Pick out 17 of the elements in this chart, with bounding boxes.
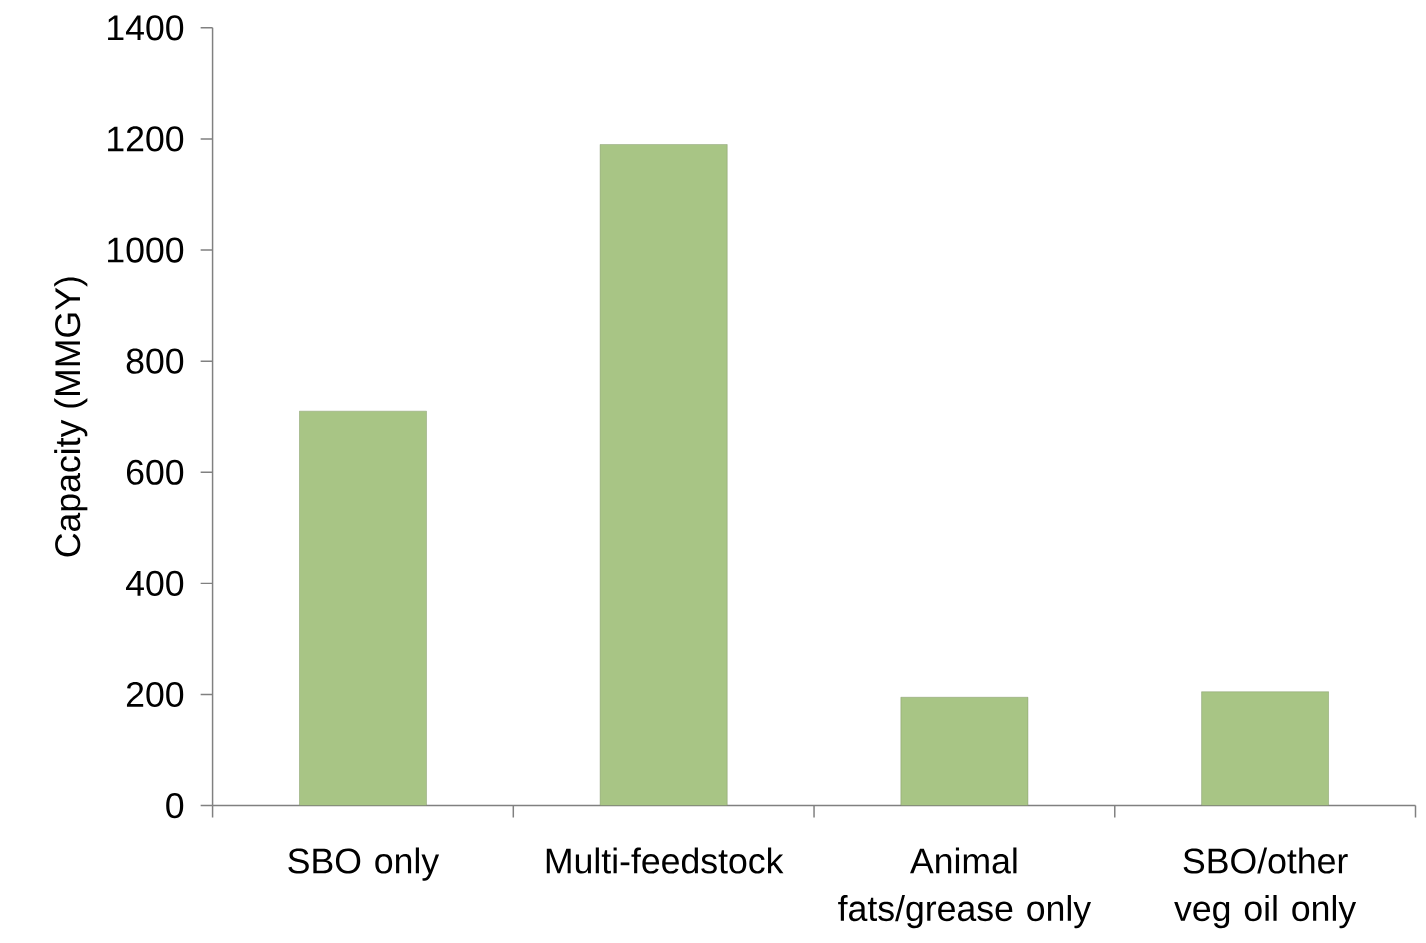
y-tick-label: 600	[126, 459, 184, 486]
y-tick-label: 800	[126, 348, 184, 374]
bar	[299, 411, 427, 806]
y-tick-label: 200	[126, 682, 184, 708]
x-tick-label: Multi-feedstock	[546, 847, 784, 874]
bar	[900, 697, 1029, 806]
y-tick-label: 1400	[108, 15, 184, 41]
bar	[599, 144, 728, 806]
x-tick-label: Animal fats/grease only	[838, 847, 1092, 929]
y-tick-label: 1200	[108, 126, 184, 152]
x-tick-label: SBO/other veg oil only	[1174, 847, 1357, 929]
y-tick-label: 400	[125, 570, 184, 597]
y-axis-title: Capacity (MMGY)	[54, 277, 88, 557]
x-tick-label: SBO only	[288, 847, 440, 881]
y-tick-label: 1000	[108, 237, 184, 263]
y-tick-label: 0	[166, 793, 184, 819]
bar	[1201, 691, 1329, 806]
